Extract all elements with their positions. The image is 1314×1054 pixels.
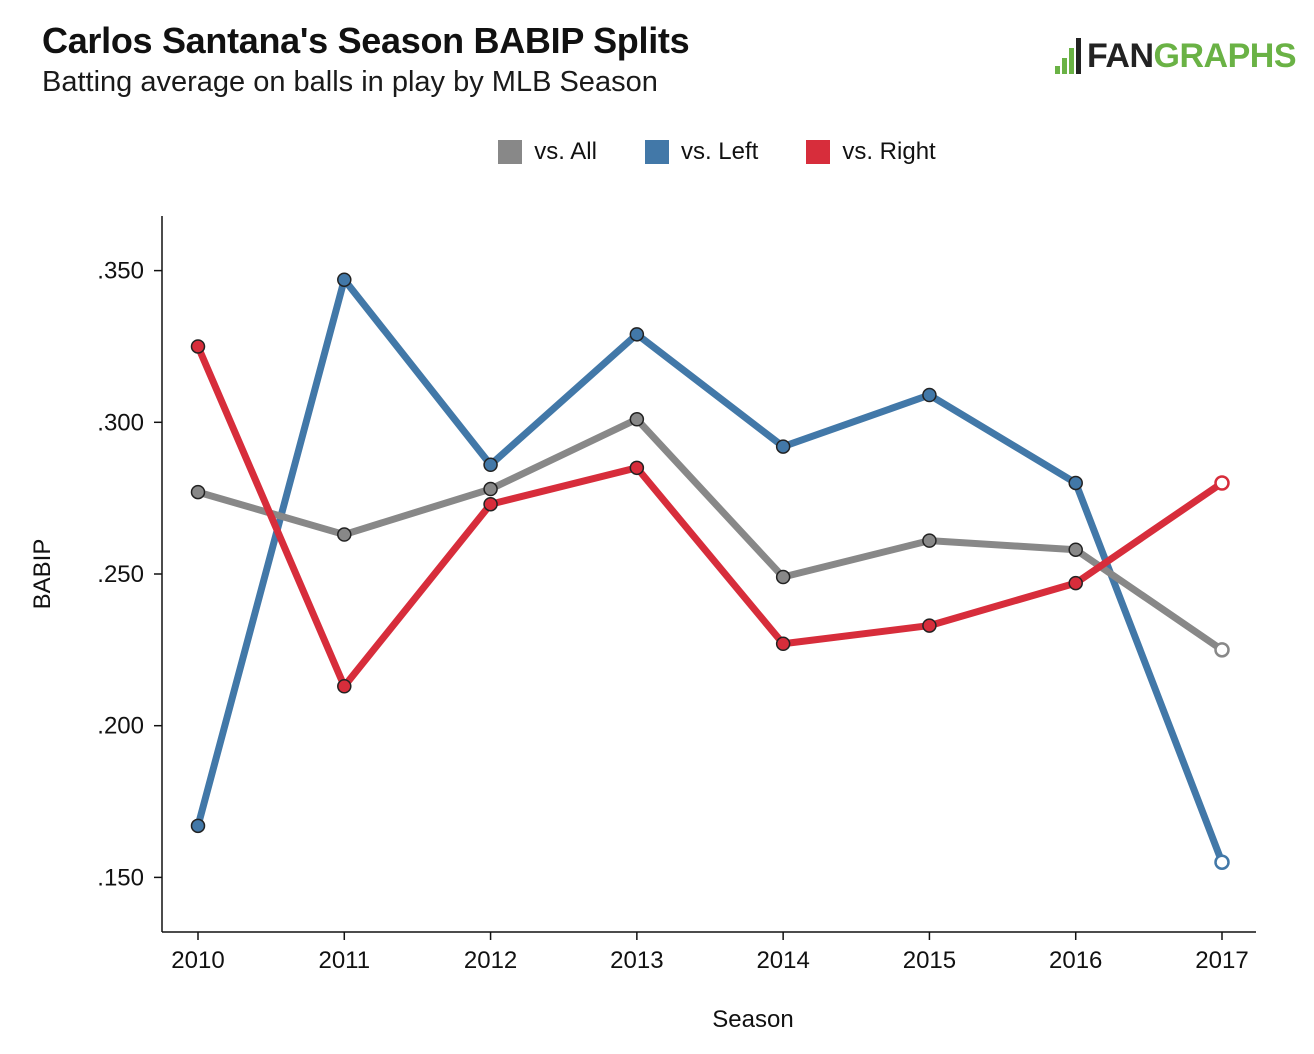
x-tick-label: 2010 [171, 947, 224, 974]
data-point-left [1214, 854, 1230, 870]
data-point-right [629, 460, 645, 476]
logo-bars-icon [1055, 38, 1083, 74]
legend-label-all: vs. All [534, 138, 597, 165]
series-line-all [194, 415, 1226, 654]
fangraphs-logo: FAN GRAPHS [1055, 32, 1297, 80]
x-tick-label: 2012 [464, 947, 517, 974]
data-point-left [775, 439, 791, 454]
y-tick-label: .150 [97, 864, 144, 891]
legend-item-right: vs. Right [806, 138, 936, 166]
data-point-right [483, 496, 498, 512]
x-axis-label: Season [712, 1006, 793, 1033]
y-axis-label: BABIP [29, 539, 56, 610]
data-point-left [1068, 475, 1083, 491]
legend-swatch-left [644, 140, 669, 164]
legend-label-left: vs. Left [680, 138, 759, 165]
series-line-right [194, 342, 1226, 690]
x-tick-label: 2015 [903, 947, 956, 974]
legend-label-right: vs. Right [842, 138, 936, 165]
logo-text-graphs: GRAPHS [1153, 36, 1297, 75]
chart-title: Carlos Santana's Season BABIP Splits [42, 20, 690, 61]
data-point-all [1214, 642, 1230, 658]
x-tick-label: 2011 [318, 947, 370, 974]
data-point-all [922, 533, 937, 548]
y-tick-label: .350 [97, 258, 144, 285]
y-tick-label: .300 [97, 409, 144, 436]
data-point-all [775, 569, 791, 585]
y-tick-label: .200 [97, 713, 144, 740]
chart-subtitle: Batting average on balls in play by MLB … [42, 66, 658, 98]
legend-swatch-right [806, 140, 831, 164]
data-point-right [1214, 475, 1230, 491]
x-tick-label: 2017 [1195, 947, 1248, 974]
data-point-left [629, 327, 645, 342]
data-point-all [337, 527, 352, 542]
legend-item-left: vs. Left [644, 138, 759, 166]
x-tick-label: 2014 [756, 947, 809, 974]
data-point-all [629, 412, 645, 427]
data-point-right [775, 636, 791, 652]
data-point-right [190, 339, 206, 354]
x-tick-label: 2013 [610, 947, 663, 974]
data-point-right [922, 618, 937, 633]
data-point-left [483, 457, 498, 473]
data-point-all [1068, 542, 1083, 557]
y-tick-label: .250 [97, 561, 144, 588]
legend-swatch-all [498, 140, 523, 164]
x-tick-label: 2016 [1049, 947, 1102, 974]
logo-text-fan: FAN [1087, 36, 1154, 75]
data-point-left [922, 387, 937, 403]
chart-legend: vs. All vs. Left vs. Right [60, 138, 1314, 166]
data-point-left [190, 818, 206, 834]
data-point-right [337, 679, 352, 694]
data-point-right [1068, 575, 1083, 591]
data-point-all [483, 481, 498, 497]
data-point-all [190, 484, 206, 500]
legend-item-all: vs. All [498, 138, 597, 166]
series-line-left [194, 276, 1226, 866]
data-point-left [337, 272, 352, 287]
